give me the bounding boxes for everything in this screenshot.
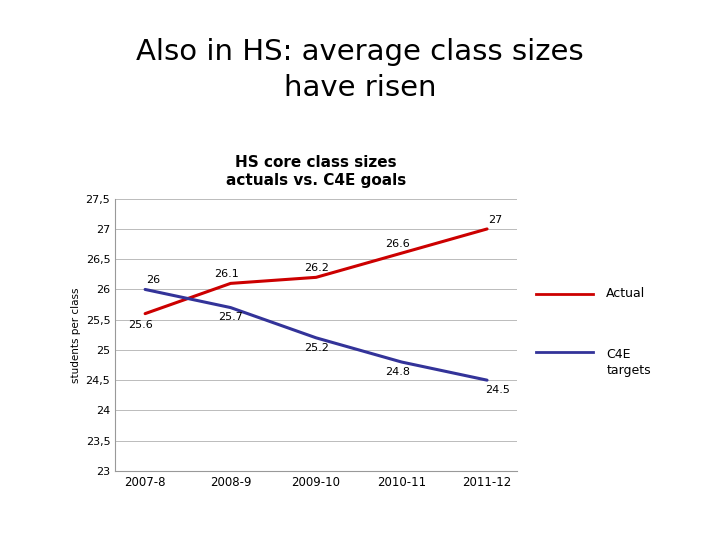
Text: 25.2: 25.2	[304, 343, 328, 353]
Text: 26.1: 26.1	[214, 269, 239, 279]
Text: 26.2: 26.2	[304, 263, 328, 273]
Text: 26: 26	[147, 275, 161, 285]
Text: 25.7: 25.7	[218, 313, 243, 322]
Title: HS core class sizes
actuals vs. C4E goals: HS core class sizes actuals vs. C4E goal…	[226, 156, 406, 188]
Text: Actual: Actual	[606, 287, 645, 300]
Y-axis label: students per class: students per class	[71, 287, 81, 382]
Text: Also in HS: average class sizes
have risen: Also in HS: average class sizes have ris…	[136, 38, 584, 102]
Text: 27: 27	[488, 215, 503, 225]
Text: 24.5: 24.5	[485, 385, 510, 395]
Text: 25.6: 25.6	[128, 320, 153, 330]
Text: C4E
targets: C4E targets	[606, 348, 651, 377]
Text: 24.8: 24.8	[384, 367, 410, 377]
Text: 26.6: 26.6	[385, 239, 410, 249]
